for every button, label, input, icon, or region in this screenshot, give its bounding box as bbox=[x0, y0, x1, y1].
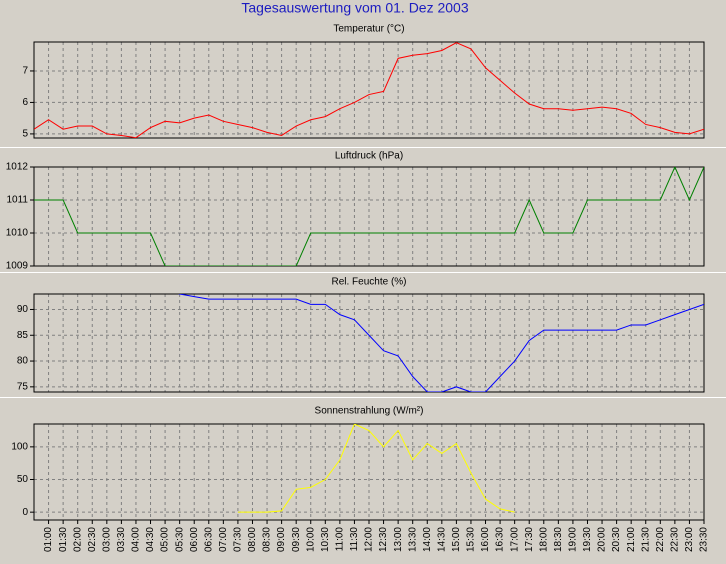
panel-title: Temperatur (°C) bbox=[333, 24, 404, 35]
x-tick-label: 09:00 bbox=[276, 527, 287, 552]
x-tick-label: 05:30 bbox=[174, 527, 185, 552]
x-tick-label: 02:00 bbox=[72, 527, 83, 552]
x-tick-label: 04:00 bbox=[131, 527, 142, 552]
panel-title: Sonnenstrahlung (W/m²) bbox=[315, 406, 424, 417]
x-tick-label: 11:00 bbox=[335, 527, 346, 552]
y-tick-label: 90 bbox=[17, 304, 29, 315]
panel-title: Rel. Feuchte (%) bbox=[331, 277, 406, 288]
data-line bbox=[237, 424, 515, 513]
x-tick-label: 02:30 bbox=[87, 527, 98, 552]
data-line bbox=[178, 294, 704, 392]
x-tick-label: 05:00 bbox=[160, 527, 171, 552]
x-tick-label: 21:30 bbox=[640, 527, 651, 552]
x-tick-label: 18:00 bbox=[538, 527, 549, 552]
data-line bbox=[34, 42, 704, 138]
x-tick-label: 10:30 bbox=[320, 527, 331, 552]
x-tick-label: 08:30 bbox=[262, 527, 273, 552]
y-tick-label: 80 bbox=[17, 356, 29, 367]
x-tick-label: 03:00 bbox=[101, 527, 112, 552]
x-tick-label: 15:30 bbox=[466, 527, 477, 552]
y-tick-label: 1009 bbox=[6, 261, 29, 272]
x-tick-label: 23:00 bbox=[684, 527, 695, 552]
x-tick-label: 22:30 bbox=[670, 527, 681, 552]
x-tick-label: 06:30 bbox=[203, 527, 214, 552]
x-tick-label: 16:00 bbox=[480, 527, 491, 552]
x-tick-label: 23:30 bbox=[699, 527, 710, 552]
x-tick-label: 17:30 bbox=[524, 527, 535, 552]
x-tick-label: 07:00 bbox=[218, 527, 229, 552]
y-tick-label: 100 bbox=[11, 441, 28, 452]
x-tick-label: 19:30 bbox=[582, 527, 593, 552]
y-tick-label: 7 bbox=[22, 66, 28, 77]
y-tick-label: 5 bbox=[22, 129, 28, 140]
y-tick-label: 0 bbox=[22, 507, 28, 518]
data-line bbox=[34, 167, 704, 266]
x-tick-label: 17:00 bbox=[509, 527, 520, 552]
x-tick-label: 09:30 bbox=[291, 527, 302, 552]
page-title: Tagesauswertung vom 01. Dez 2003 bbox=[241, 0, 468, 16]
plot-frame bbox=[33, 166, 705, 267]
x-tick-label: 22:00 bbox=[655, 527, 666, 552]
x-tick-label: 16:30 bbox=[495, 527, 506, 552]
panel-title: Luftdruck (hPa) bbox=[335, 151, 403, 162]
x-tick-label: 03:30 bbox=[116, 527, 127, 552]
x-tick-label: 14:00 bbox=[422, 527, 433, 552]
y-tick-label: 85 bbox=[17, 330, 29, 341]
x-tick-label: 18:30 bbox=[553, 527, 564, 552]
x-tick-label: 12:30 bbox=[378, 527, 389, 552]
plot-frame bbox=[33, 41, 705, 139]
y-tick-label: 75 bbox=[17, 381, 29, 392]
x-tick-label: 08:00 bbox=[247, 527, 258, 552]
y-tick-label: 6 bbox=[22, 97, 28, 108]
x-tick-label: 01:30 bbox=[58, 527, 69, 552]
x-tick-label: 12:00 bbox=[364, 527, 375, 552]
x-tick-label: 13:30 bbox=[407, 527, 418, 552]
x-tick-label: 04:30 bbox=[145, 527, 156, 552]
y-tick-label: 50 bbox=[17, 474, 29, 485]
x-tick-label: 21:00 bbox=[626, 527, 637, 552]
y-tick-label: 1010 bbox=[6, 228, 29, 239]
x-tick-label: 15:00 bbox=[451, 527, 462, 552]
x-tick-label: 10:00 bbox=[305, 527, 316, 552]
plot-frame bbox=[33, 293, 705, 393]
x-tick-label: 19:00 bbox=[568, 527, 579, 552]
x-tick-label: 07:30 bbox=[233, 527, 244, 552]
x-tick-label: 11:30 bbox=[349, 527, 360, 552]
x-tick-label: 13:00 bbox=[393, 527, 404, 552]
x-tick-label: 20:00 bbox=[597, 527, 608, 552]
x-tick-label: 14:30 bbox=[436, 527, 447, 552]
y-tick-label: 1011 bbox=[6, 195, 28, 206]
x-tick-label: 06:00 bbox=[189, 527, 200, 552]
y-tick-label: 1012 bbox=[6, 162, 29, 173]
x-tick-label: 01:00 bbox=[43, 527, 54, 552]
x-tick-label: 20:30 bbox=[611, 527, 622, 552]
